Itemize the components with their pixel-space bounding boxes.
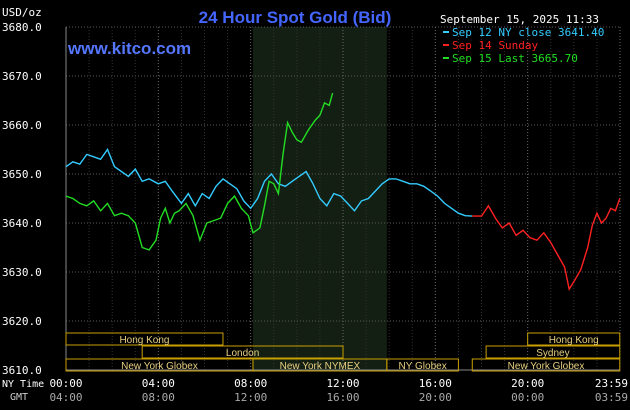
y-tick-label: 3670.0 <box>2 70 42 83</box>
timestamp-label: September 15, 2025 11:33 <box>440 13 599 26</box>
y-axis-unit-label: USD/oz <box>2 6 42 19</box>
y-tick-labels-group: 3610.0 3620.0 3630.0 3640.0 3650.0 3660.0 3670… <box>2 21 42 377</box>
session-bar <box>527 332 621 346</box>
x-tick-label-ny: 08:00 <box>234 377 267 390</box>
session-bar <box>65 332 224 346</box>
y-tick-label: 3620.0 <box>2 315 42 328</box>
series-line <box>472 198 621 291</box>
x-tick-label-gmt: 03:59 <box>595 391 628 404</box>
watermark-text: www.kitco.com <box>67 39 191 58</box>
x-tick-label-ny: 16:00 <box>419 377 452 390</box>
x-tick-label-ny: 00:00 <box>49 377 82 390</box>
session-bars-group: Hong Kong London New York Globex New York N… <box>65 332 621 372</box>
y-tick-label: 3650.0 <box>2 168 42 181</box>
session-bar-label: NY Globex <box>399 361 447 372</box>
grid-group <box>65 26 621 371</box>
ny-time-row-label: NY Time <box>2 379 44 390</box>
session-bar-label: London <box>226 348 259 359</box>
x-tick-label-gmt: 16:00 <box>326 391 359 404</box>
x-tick-label-gmt: 12:00 <box>234 391 267 404</box>
series-line <box>65 148 473 217</box>
x-tick-label-ny: 23:59 <box>595 377 628 390</box>
session-bar <box>386 358 459 372</box>
x-tick-label-ny: 20:00 <box>511 377 544 390</box>
x-tick-label-ny: 04:00 <box>142 377 175 390</box>
legend-label: Sep 15 Last 3665.70 <box>452 52 578 65</box>
session-bar <box>141 345 344 359</box>
legend-label: Sep 14 Sunday <box>452 39 538 52</box>
chart-title: 24 Hour Spot Gold (Bid) <box>199 8 392 27</box>
session-bar-label: New York Globex <box>508 361 585 372</box>
series-group <box>65 92 621 291</box>
x-tick-label-gmt: 04:00 <box>49 391 82 404</box>
y-tick-label: 3660.0 <box>2 119 42 132</box>
x-tick-labels-group: 00:0004:0004:0008:0008:0012:0012:0016:00… <box>49 377 628 404</box>
session-bar-label: New York Globex <box>121 361 198 372</box>
gmt-row-label: GMT <box>10 392 28 403</box>
session-bar-label: Hong Kong <box>549 335 599 346</box>
y-tick-label: 3680.0 <box>2 21 42 34</box>
session-bar <box>485 345 621 359</box>
y-tick-label: 3610.0 <box>2 364 42 377</box>
legend-label: Sep 12 NY close 3641.40 <box>452 26 604 39</box>
x-tick-label-ny: 12:00 <box>326 377 359 390</box>
x-tick-label-gmt: 20:00 <box>419 391 452 404</box>
x-tick-label-gmt: 08:00 <box>142 391 175 404</box>
session-bar-label: New York NYMEX <box>280 361 361 372</box>
y-tick-label: 3630.0 <box>2 266 42 279</box>
session-bar-label: Hong Kong <box>119 335 169 346</box>
series-line <box>65 92 334 251</box>
session-bar-label: Sydney <box>536 348 569 359</box>
x-tick-label-gmt: 00:00 <box>511 391 544 404</box>
session-bar <box>471 358 621 372</box>
y-tick-label: 3640.0 <box>2 217 42 230</box>
